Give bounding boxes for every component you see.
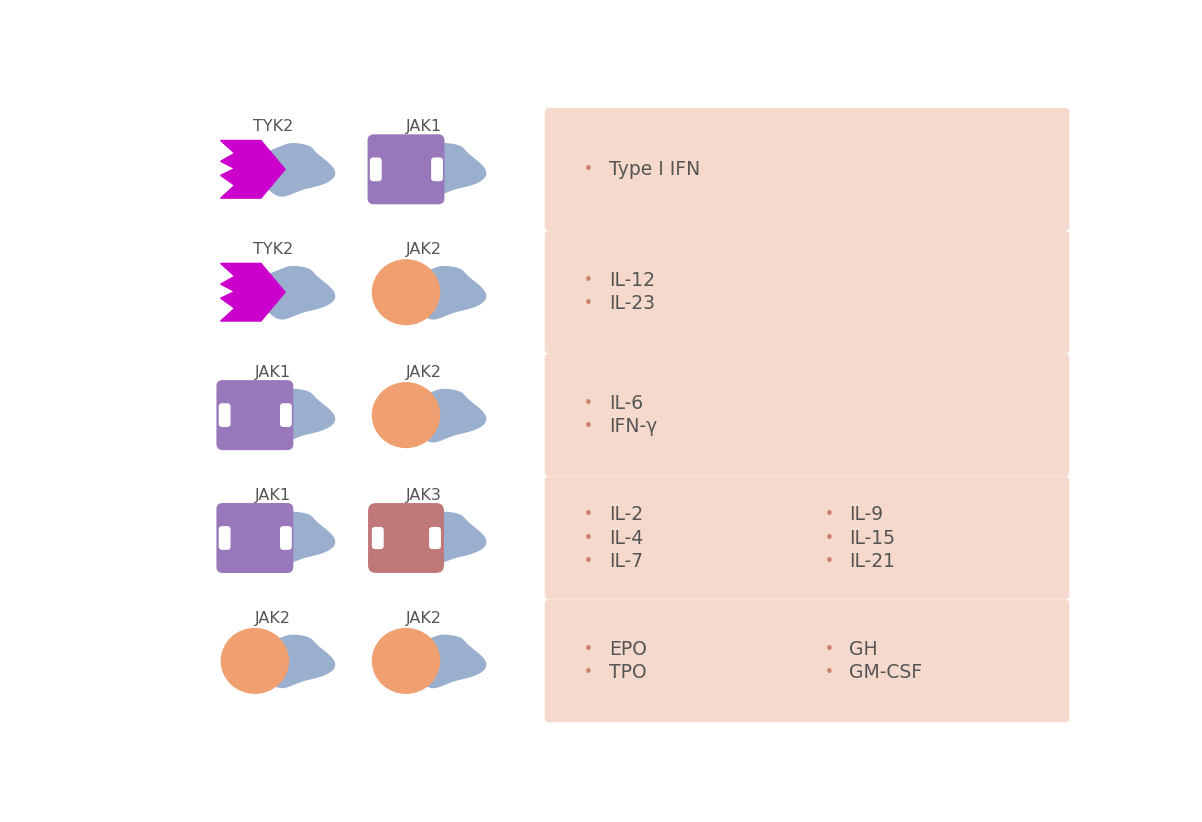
FancyBboxPatch shape [545,353,1070,477]
Ellipse shape [221,628,290,694]
FancyBboxPatch shape [429,527,441,549]
FancyBboxPatch shape [545,599,1070,723]
Text: •: • [584,273,593,289]
Ellipse shape [371,259,440,326]
Polygon shape [406,144,486,196]
Text: •: • [825,642,833,657]
Text: •: • [584,396,593,411]
Text: IL-2: IL-2 [609,506,643,524]
Ellipse shape [371,382,440,448]
Text: •: • [584,162,593,177]
FancyBboxPatch shape [368,134,445,205]
FancyBboxPatch shape [280,526,292,550]
Polygon shape [221,263,285,321]
Text: •: • [584,665,593,680]
Text: •: • [825,507,833,523]
Polygon shape [255,635,334,687]
Polygon shape [255,266,334,319]
Text: •: • [825,665,833,680]
Text: IL-9: IL-9 [850,506,883,524]
Text: JAK1: JAK1 [255,365,291,380]
Text: IL-15: IL-15 [850,529,895,547]
Text: IL-23: IL-23 [609,294,655,313]
Text: TYK2: TYK2 [252,119,293,134]
Text: JAK3: JAK3 [406,487,442,503]
Text: TPO: TPO [609,663,647,682]
Text: GH: GH [850,640,877,659]
Text: IL-7: IL-7 [609,552,643,570]
Text: IL-6: IL-6 [609,394,643,413]
FancyBboxPatch shape [216,380,293,450]
FancyBboxPatch shape [219,404,231,427]
Text: •: • [584,296,593,312]
Polygon shape [406,635,486,687]
Text: JAK2: JAK2 [406,365,442,380]
Text: •: • [825,553,833,569]
Polygon shape [406,512,486,565]
Text: EPO: EPO [609,640,647,659]
Text: JAK1: JAK1 [255,487,291,503]
FancyBboxPatch shape [545,108,1070,231]
Text: •: • [584,530,593,546]
Polygon shape [255,144,334,196]
Text: JAK2: JAK2 [406,611,442,626]
FancyBboxPatch shape [216,503,293,573]
Polygon shape [406,266,486,319]
Polygon shape [406,390,486,441]
Text: IL-21: IL-21 [850,552,895,570]
Text: JAK2: JAK2 [255,611,291,626]
Polygon shape [221,141,285,198]
FancyBboxPatch shape [545,231,1070,353]
FancyBboxPatch shape [219,526,231,550]
Ellipse shape [371,628,440,694]
Text: Type I IFN: Type I IFN [609,159,701,179]
Text: GM-CSF: GM-CSF [850,663,922,682]
Text: •: • [584,642,593,657]
FancyBboxPatch shape [368,503,444,573]
Text: IL-4: IL-4 [609,529,643,547]
Text: •: • [584,507,593,523]
Text: IFN-γ: IFN-γ [609,417,657,436]
FancyBboxPatch shape [432,158,444,181]
Text: IL-12: IL-12 [609,271,655,290]
FancyBboxPatch shape [370,158,382,181]
Text: JAK1: JAK1 [406,119,442,134]
FancyBboxPatch shape [545,477,1070,599]
FancyBboxPatch shape [280,404,292,427]
FancyBboxPatch shape [371,527,383,549]
Polygon shape [255,512,334,565]
Text: TYK2: TYK2 [252,242,293,257]
Text: •: • [584,419,593,434]
Text: •: • [825,530,833,546]
Polygon shape [255,390,334,441]
Text: JAK2: JAK2 [406,242,442,257]
Text: •: • [584,553,593,569]
